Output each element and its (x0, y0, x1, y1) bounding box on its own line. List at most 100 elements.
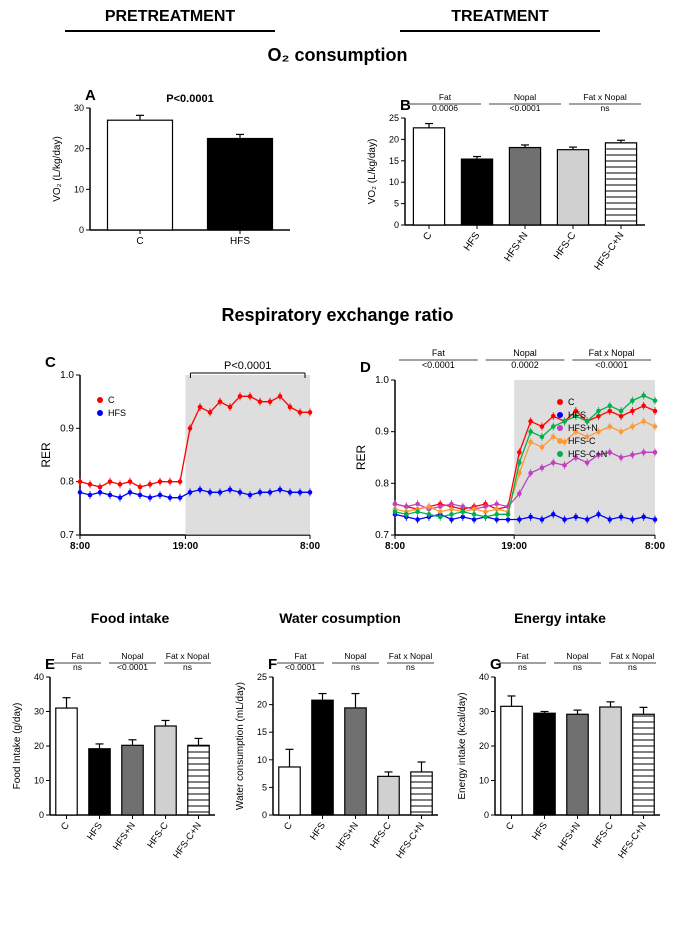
svg-text:HFS-C: HFS-C (145, 820, 171, 850)
svg-text:0: 0 (79, 225, 84, 235)
o2-title: O₂ consumption (0, 45, 675, 66)
svg-text:ns: ns (351, 662, 360, 672)
svg-text:HFS-C+N: HFS-C+N (568, 449, 607, 459)
svg-text:HFS-C+N: HFS-C+N (394, 820, 427, 860)
svg-text:ns: ns (628, 662, 637, 672)
svg-text:HFS-C: HFS-C (552, 230, 579, 261)
food-title: Food intake (30, 610, 230, 626)
svg-text:Fat x Nopal: Fat x Nopal (166, 651, 210, 661)
panel-e: E010203040Food Intake (g/day)CHFSHFS+NHF… (5, 635, 225, 905)
svg-text:HFS: HFS (462, 230, 483, 253)
svg-text:ns: ns (518, 662, 527, 672)
panel-c: C0.70.80.91.0RER8:0019:008:00CHFSP<0.000… (30, 340, 320, 570)
svg-text:19:00: 19:00 (501, 541, 527, 552)
svg-text:Nopal: Nopal (566, 651, 588, 661)
svg-text:C: C (504, 820, 517, 832)
panel-f: F0510152025Water consumption (mL/day)CHF… (228, 635, 448, 905)
svg-text:Nopal: Nopal (121, 651, 143, 661)
treatment-line (400, 30, 600, 32)
water-title: Water cosumption (240, 610, 440, 626)
svg-text:30: 30 (34, 707, 44, 717)
svg-text:Fat: Fat (439, 92, 452, 102)
svg-text:Nopal: Nopal (514, 92, 536, 102)
svg-text:A: A (85, 87, 96, 104)
svg-text:P<0.0001: P<0.0001 (224, 360, 271, 372)
svg-text:Nopal: Nopal (344, 651, 366, 661)
panel-b: B0510152025VO₂ (L/kg/day)CHFSHFS+NHFS-CH… (355, 80, 655, 280)
svg-text:Food Intake (g/day): Food Intake (g/day) (12, 703, 23, 790)
svg-text:HFS: HFS (108, 408, 126, 418)
svg-text:0.7: 0.7 (375, 530, 389, 541)
svg-text:20: 20 (74, 144, 84, 154)
svg-text:Fat x Nopal: Fat x Nopal (583, 92, 627, 102)
svg-text:ns: ns (601, 103, 610, 113)
svg-text:E: E (45, 656, 55, 673)
svg-text:Water consumption (mL/day): Water consumption (mL/day) (235, 682, 246, 810)
svg-text:B: B (400, 97, 411, 114)
svg-text:HFS+N: HFS+N (111, 820, 138, 852)
svg-text:HFS: HFS (85, 820, 105, 842)
svg-text:P<0.0001: P<0.0001 (166, 93, 213, 105)
pretreatment-line (65, 30, 275, 32)
svg-text:RER: RER (354, 445, 368, 471)
svg-text:20: 20 (479, 741, 489, 751)
svg-text:Fat x Nopal: Fat x Nopal (611, 651, 655, 661)
svg-text:F: F (268, 656, 277, 673)
svg-text:HFS+N: HFS+N (556, 820, 583, 852)
svg-text:ns: ns (183, 662, 192, 672)
svg-text:5: 5 (394, 199, 399, 209)
svg-text:RER: RER (39, 442, 53, 468)
svg-text:D: D (360, 359, 371, 376)
svg-text:8:00: 8:00 (645, 541, 665, 552)
panel-a: A0102030VO₂ (L/kg/day)CHFSP<0.0001 (40, 80, 300, 260)
svg-text:HFS: HFS (308, 820, 328, 842)
svg-text:19:00: 19:00 (173, 541, 199, 552)
svg-text:G: G (490, 656, 502, 673)
svg-text:40: 40 (34, 672, 44, 682)
svg-text:Fat: Fat (294, 651, 307, 661)
svg-text:ns: ns (73, 662, 82, 672)
svg-text:10: 10 (479, 776, 489, 786)
svg-text:Fat: Fat (516, 651, 529, 661)
svg-text:ns: ns (573, 662, 582, 672)
svg-text:Fat x Nopal: Fat x Nopal (389, 651, 433, 661)
svg-text:0: 0 (39, 810, 44, 820)
svg-text:Fat x Nopal: Fat x Nopal (589, 348, 635, 358)
svg-text:0.9: 0.9 (60, 423, 74, 434)
svg-text:HFS-C: HFS-C (368, 820, 394, 850)
svg-text:0: 0 (394, 220, 399, 230)
svg-text:8:00: 8:00 (385, 541, 405, 552)
svg-text:10: 10 (74, 184, 84, 194)
svg-text:VO₂ (L/kg/day): VO₂ (L/kg/day) (367, 139, 378, 205)
svg-text:C: C (59, 820, 72, 832)
svg-text:HFS+N: HFS+N (502, 230, 530, 263)
svg-text:C: C (45, 354, 56, 371)
pretreatment-label: PRETREATMENT (40, 8, 300, 26)
svg-text:0.9: 0.9 (375, 427, 389, 438)
svg-text:HFS: HFS (568, 410, 586, 420)
svg-text:20: 20 (389, 134, 399, 144)
svg-text:25: 25 (257, 672, 267, 682)
svg-text:30: 30 (479, 707, 489, 717)
svg-text:20: 20 (257, 700, 267, 710)
svg-text:0.0002: 0.0002 (511, 360, 539, 370)
svg-text:0.8: 0.8 (60, 477, 74, 488)
svg-text:20: 20 (34, 741, 44, 751)
svg-text:HFS+N: HFS+N (334, 820, 361, 852)
svg-text:1.0: 1.0 (60, 370, 74, 381)
svg-text:HFS+N: HFS+N (568, 423, 598, 433)
svg-text:Fat: Fat (71, 651, 84, 661)
svg-text:25: 25 (389, 113, 399, 123)
svg-text:HFS: HFS (230, 236, 250, 247)
svg-text:Fat: Fat (432, 348, 446, 358)
svg-text:Energy intake (kcal/day): Energy intake (kcal/day) (457, 692, 468, 799)
svg-text:HFS: HFS (530, 820, 550, 842)
svg-text:<0.0001: <0.0001 (117, 662, 148, 672)
svg-text:15: 15 (389, 156, 399, 166)
svg-text:40: 40 (479, 672, 489, 682)
svg-text:15: 15 (257, 727, 267, 737)
svg-text:C: C (568, 397, 575, 407)
panel-g: G010203040Energy intake (kcal/day)CHFSHF… (450, 635, 670, 905)
rer-title: Respiratory exchange ratio (0, 305, 675, 326)
svg-text:0.0006: 0.0006 (432, 103, 458, 113)
